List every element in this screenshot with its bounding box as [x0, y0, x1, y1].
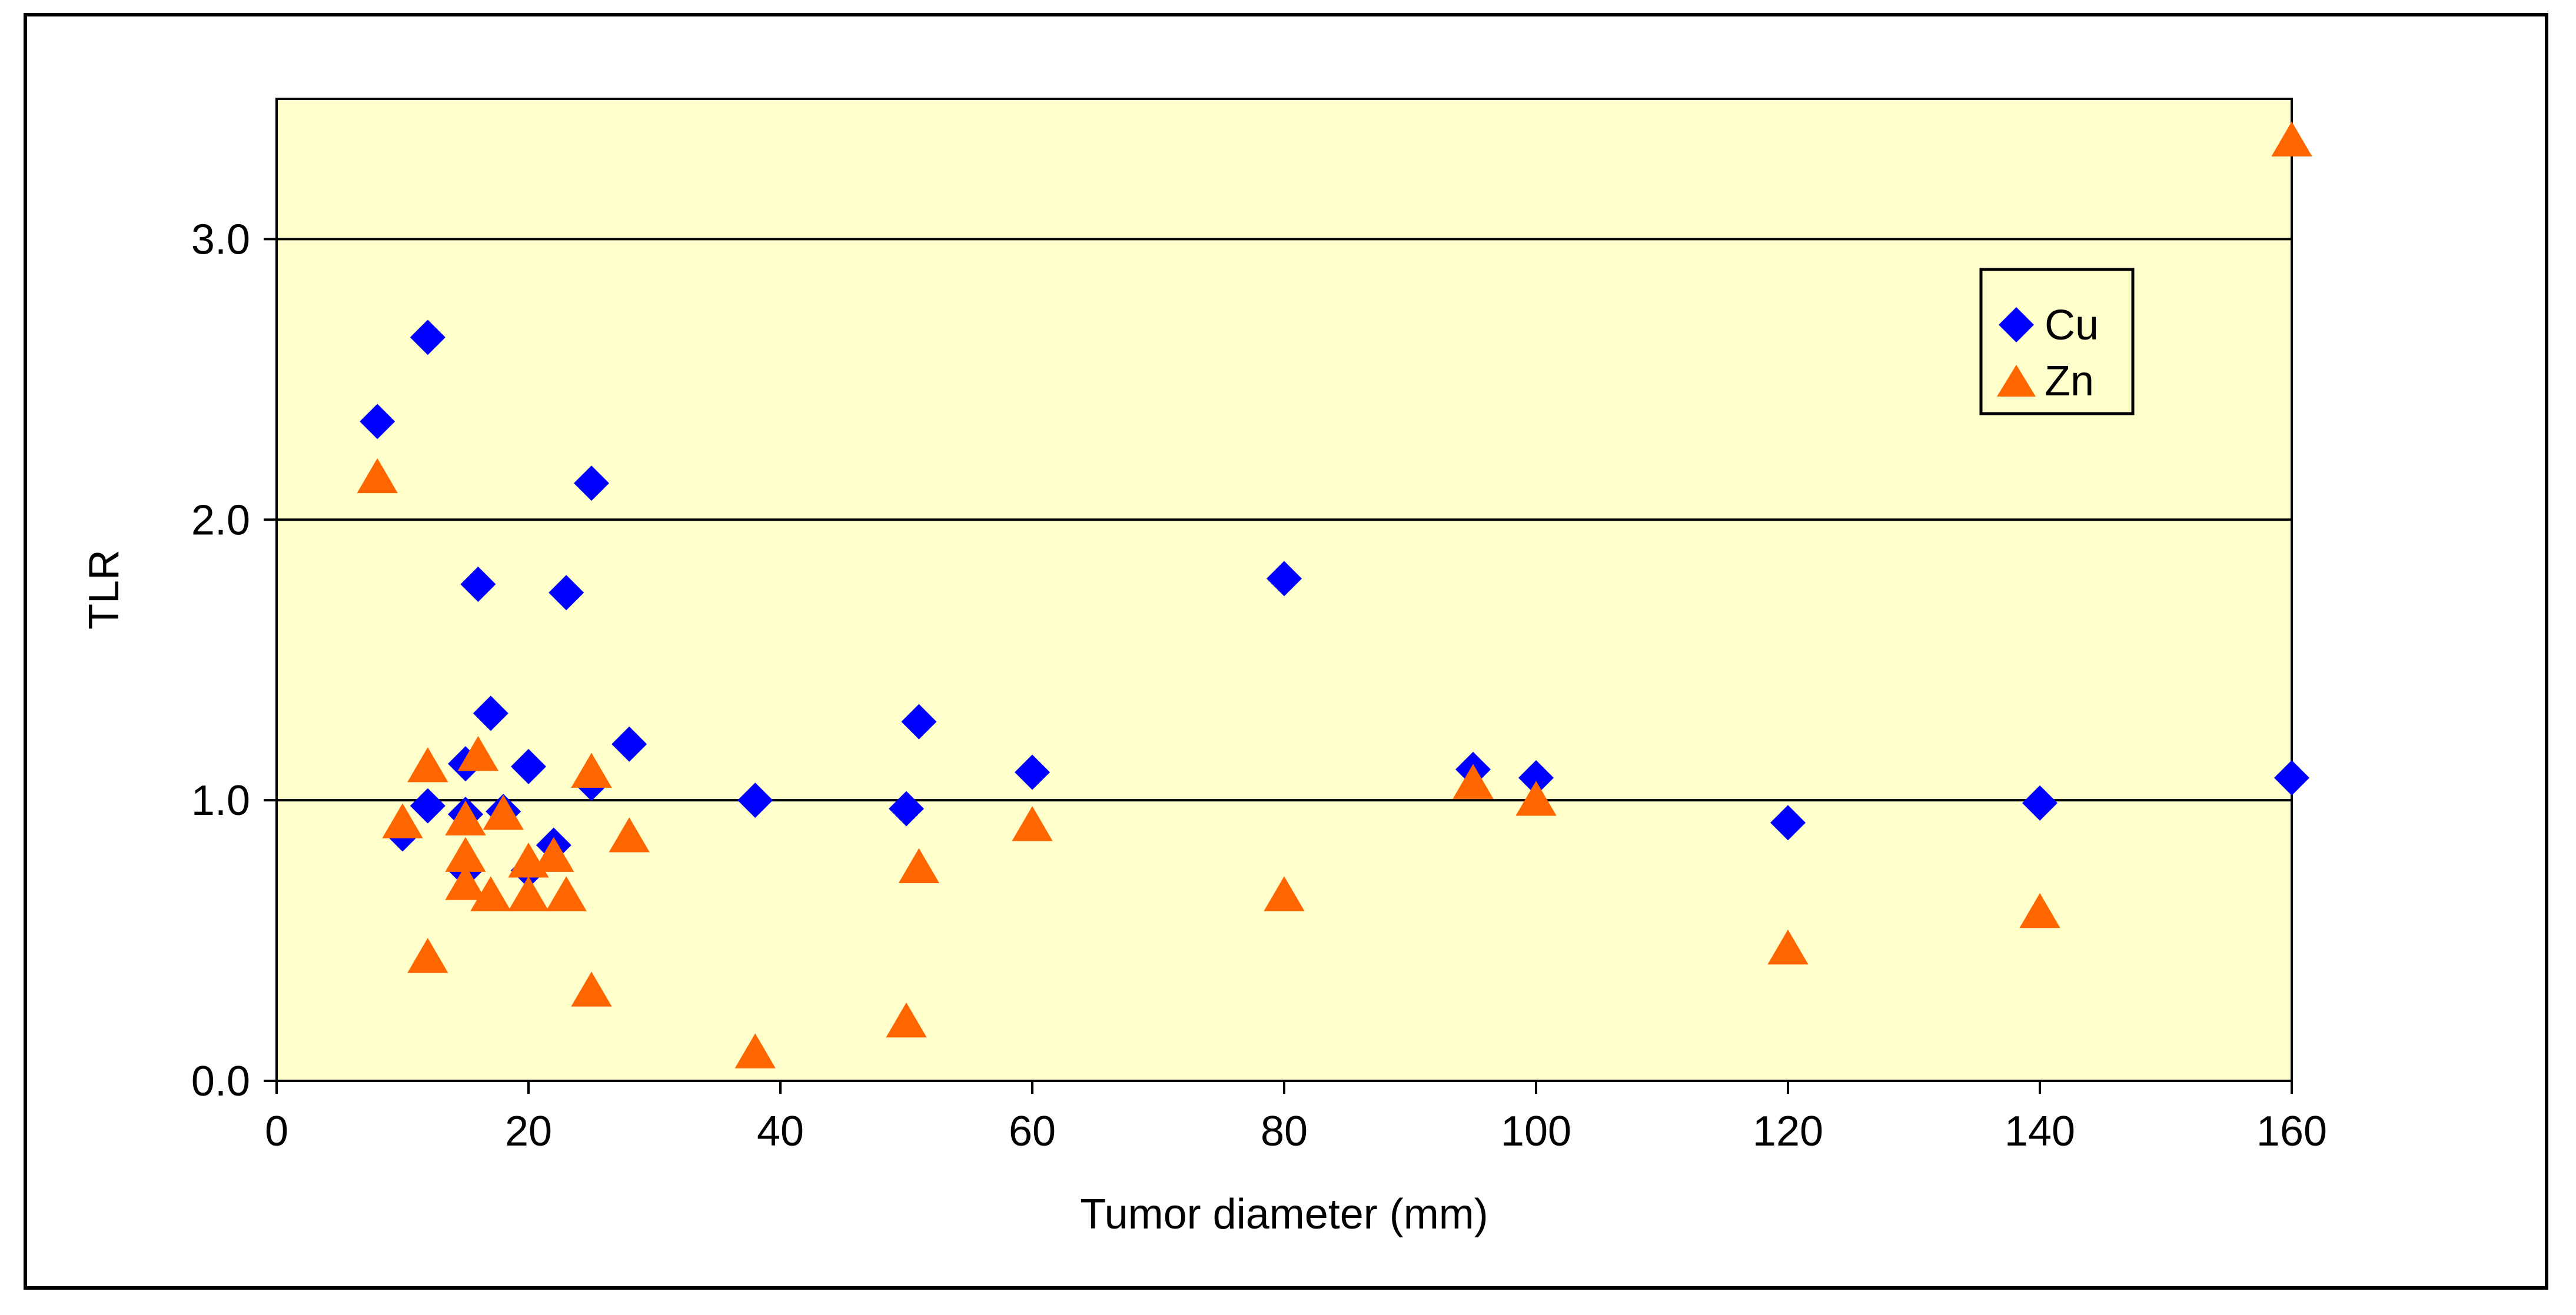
point-cu — [2022, 785, 2058, 821]
legend-cu-label: Cu — [2045, 302, 2099, 349]
point-cu — [473, 695, 508, 731]
point-cu — [511, 748, 546, 784]
x-tick-label: 120 — [1753, 1108, 1823, 1155]
x-axis-title: Tumor diameter (mm) — [1080, 1191, 1488, 1238]
point-cu — [1267, 561, 1302, 597]
point-zn — [571, 971, 612, 1007]
point-cu — [410, 319, 446, 355]
point-cu — [1015, 754, 1050, 790]
y-tick-label: 1.0 — [191, 777, 250, 824]
x-tick-label: 160 — [2256, 1108, 2327, 1155]
point-zn — [533, 837, 574, 872]
x-tick-label: 0 — [265, 1108, 288, 1155]
point-zn — [407, 747, 448, 783]
x-tick-label: 100 — [1501, 1108, 1571, 1155]
grid-lines — [277, 238, 2292, 802]
x-tick-label: 60 — [1009, 1108, 1056, 1155]
point-cu — [360, 404, 395, 440]
point-zn — [483, 794, 524, 830]
point-zn — [886, 1002, 927, 1038]
point-cu — [611, 726, 647, 762]
point-cu — [460, 566, 496, 602]
figure-frame: 0 20 40 60 80 100 120 140 160 0.0 1.0 2.0 3.0 Tumor … — [24, 13, 2548, 1290]
axes — [264, 238, 2293, 1094]
point-zn — [2271, 121, 2312, 157]
scatter-chart: 0 20 40 60 80 100 120 140 160 0.0 1.0 2.0 3.0 Tumor … — [81, 98, 2327, 1238]
legend-zn-label: Zn — [2045, 358, 2094, 405]
point-zn — [407, 938, 448, 973]
y-tick-label: 2.0 — [191, 497, 250, 544]
legend-zn-triangle-icon — [1997, 365, 2036, 397]
point-zn — [1452, 764, 1494, 799]
tick-labels: 0 20 40 60 80 100 120 140 160 0.0 1.0 2.0 3.0 — [191, 216, 2327, 1155]
point-cu — [1770, 805, 1806, 841]
y-tick-label: 0.0 — [191, 1058, 250, 1105]
legend-cu-diamond-icon — [1999, 307, 2034, 342]
point-zn — [508, 876, 549, 911]
point-zn — [445, 865, 486, 900]
point-zn — [609, 817, 650, 853]
point-zn — [571, 753, 612, 788]
point-cu — [574, 465, 609, 501]
point-zn — [1012, 806, 1053, 841]
point-cu — [737, 783, 773, 818]
point-zn — [1767, 929, 1809, 965]
y-tick-label: 3.0 — [191, 216, 250, 263]
point-zn — [1264, 876, 1305, 911]
x-tick-label: 140 — [2005, 1108, 2075, 1155]
legend: Cu Zn — [1979, 268, 2135, 415]
point-zn — [470, 876, 511, 911]
point-zn — [1515, 781, 1557, 816]
point-zn — [734, 1033, 776, 1068]
x-tick-label: 20 — [505, 1108, 552, 1155]
point-zn — [2019, 893, 2060, 928]
point-zn — [445, 837, 486, 872]
x-tick-label: 80 — [1261, 1108, 1308, 1155]
point-zn — [445, 800, 486, 835]
y-axis-title: TLR — [81, 550, 128, 630]
x-tick-label: 40 — [757, 1108, 804, 1155]
point-cu — [549, 575, 584, 611]
data-markers — [357, 121, 2312, 1068]
point-zn — [898, 848, 940, 883]
point-zn — [457, 735, 499, 771]
point-zn — [546, 876, 587, 911]
point-zn — [357, 458, 398, 494]
point-cu — [410, 788, 446, 824]
point-cu — [889, 791, 924, 827]
point-cu — [1518, 760, 1554, 795]
point-zn — [382, 803, 423, 838]
point-cu — [901, 704, 937, 740]
point-cu — [2274, 760, 2309, 795]
